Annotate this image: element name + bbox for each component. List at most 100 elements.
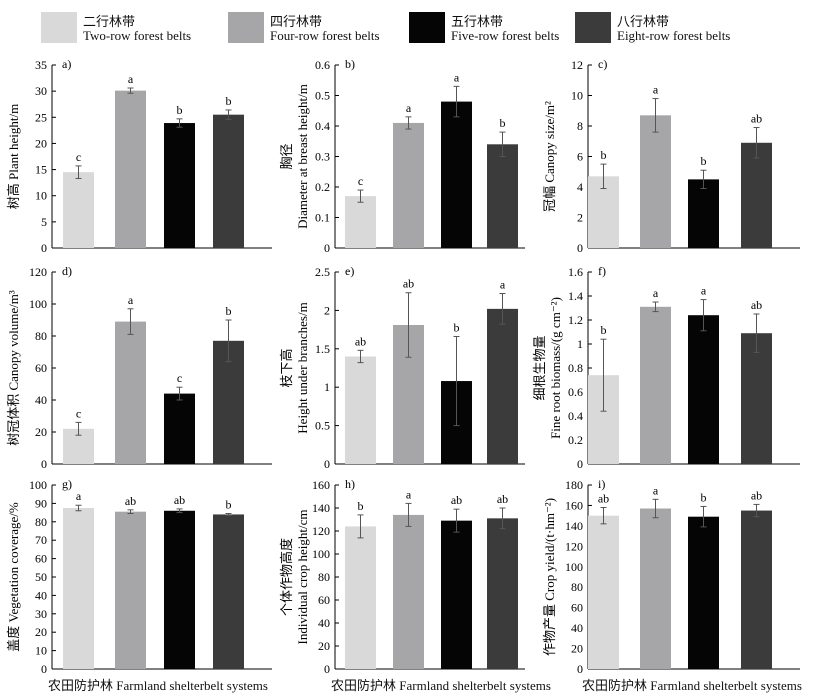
bar: [688, 315, 719, 464]
significance-letter: b: [701, 154, 707, 168]
bar: [63, 508, 94, 669]
y-tick-label: 60: [35, 361, 47, 375]
y-tick-label: 0: [324, 662, 330, 676]
y-tick-label: 40: [571, 621, 583, 635]
significance-letter: b: [358, 499, 364, 513]
bar: [164, 123, 195, 248]
y-tick-label: 1.6: [568, 265, 583, 279]
y-tick-label: 0.2: [315, 180, 330, 194]
y-tick-label: 120: [29, 265, 47, 279]
legend-label-cn: 四行林带: [270, 14, 323, 29]
y-tick-label: 0.4: [315, 119, 330, 133]
significance-letter: a: [653, 83, 659, 97]
bar: [164, 393, 195, 464]
significance-letter: a: [406, 101, 412, 115]
y-tick-label: 0.3: [315, 150, 330, 164]
significance-letter: b: [177, 103, 183, 117]
y-tick-label: 1.5: [315, 342, 330, 356]
y-tick-label: 60: [571, 601, 583, 615]
y-tick-label: 10: [35, 644, 47, 658]
bar: [345, 356, 376, 464]
panel-label: e): [345, 264, 354, 278]
bar: [487, 518, 518, 669]
legend-label-en: Two-row forest belts: [83, 28, 192, 43]
panel-label: h): [345, 477, 355, 491]
y-tick-label: 0.5: [315, 419, 330, 433]
legend-swatch: [41, 12, 77, 43]
y-tick-label: 0.6: [315, 58, 330, 72]
y-tick-label: 80: [35, 329, 47, 343]
significance-letter: a: [653, 286, 659, 300]
significance-letter: c: [358, 174, 363, 188]
y-tick-label: 40: [35, 588, 47, 602]
panel-label: c): [598, 57, 607, 71]
y-axis-label-en: Fine root biomass/(g cm⁻²): [548, 297, 563, 439]
x-axis-caption: 农田防护林 Farmland shelterbelt systems: [48, 678, 268, 693]
bar: [588, 515, 619, 669]
significance-letter: a: [454, 70, 460, 84]
bar: [393, 514, 424, 669]
y-tick-label: 0.8: [568, 361, 583, 375]
y-tick-label: 100: [312, 547, 330, 561]
significance-letter: a: [500, 278, 506, 292]
y-tick-label: 180: [565, 478, 583, 492]
bar: [345, 526, 376, 669]
bar: [640, 306, 671, 464]
y-tick-label: 10: [35, 189, 47, 203]
significance-letter: ab: [403, 277, 414, 291]
y-tick-label: 0.4: [568, 409, 583, 423]
bar: [213, 514, 244, 669]
y-axis-label-cn: 胸径: [279, 143, 294, 169]
y-tick-label: 80: [318, 570, 330, 584]
bar: [345, 196, 376, 248]
significance-letter: c: [177, 371, 182, 385]
y-tick-label: 0.2: [568, 433, 583, 447]
panel-label: g): [62, 477, 72, 491]
significance-letter: b: [500, 116, 506, 130]
y-tick-label: 10: [571, 89, 583, 103]
significance-letter: b: [601, 323, 607, 337]
significance-letter: b: [226, 304, 232, 318]
significance-letter: c: [76, 406, 81, 420]
y-axis-label-en: Individual crop height/cm: [295, 509, 310, 644]
significance-letter: ab: [598, 491, 609, 505]
bar: [640, 508, 671, 669]
y-axis-label: 盖度 Vegetation coverage/%: [6, 502, 21, 652]
y-tick-label: 0: [324, 241, 330, 255]
y-tick-label: 60: [35, 552, 47, 566]
bar: [741, 333, 772, 464]
y-axis-label-cn: 细根生物量: [532, 335, 547, 400]
significance-letter: b: [226, 498, 232, 512]
panel-label: i): [598, 477, 605, 491]
y-tick-label: 40: [35, 393, 47, 407]
y-tick-label: 2.5: [315, 265, 330, 279]
significance-letter: ab: [751, 488, 762, 502]
legend-label-en: Eight-row forest belts: [617, 28, 731, 43]
bar: [741, 510, 772, 669]
bar: [688, 179, 719, 248]
y-tick-label: 25: [35, 110, 47, 124]
y-tick-label: 12: [571, 58, 583, 72]
y-tick-label: 20: [35, 425, 47, 439]
significance-letter: b: [601, 148, 607, 162]
y-tick-label: 1.4: [568, 289, 583, 303]
y-tick-label: 30: [35, 84, 47, 98]
y-tick-label: 40: [318, 616, 330, 630]
bar: [487, 308, 518, 464]
y-tick-label: 60: [318, 593, 330, 607]
bar: [115, 90, 146, 249]
significance-letter: a: [128, 293, 134, 307]
y-tick-label: 120: [312, 524, 330, 538]
y-tick-label: 0.1: [315, 211, 330, 225]
y-tick-label: 20: [35, 625, 47, 639]
significance-letter: ab: [174, 493, 185, 507]
bar: [688, 516, 719, 669]
bar: [741, 142, 772, 248]
y-tick-label: 8: [577, 119, 583, 133]
x-axis-caption: 农田防护林 Farmland shelterbelt systems: [331, 678, 551, 693]
y-tick-label: 100: [29, 478, 47, 492]
significance-letter: ab: [451, 493, 462, 507]
x-axis-caption: 农田防护林 Farmland shelterbelt systems: [582, 678, 802, 693]
y-axis-label: 冠幅 Canopy size/m²: [542, 101, 557, 212]
y-tick-label: 6: [577, 150, 583, 164]
